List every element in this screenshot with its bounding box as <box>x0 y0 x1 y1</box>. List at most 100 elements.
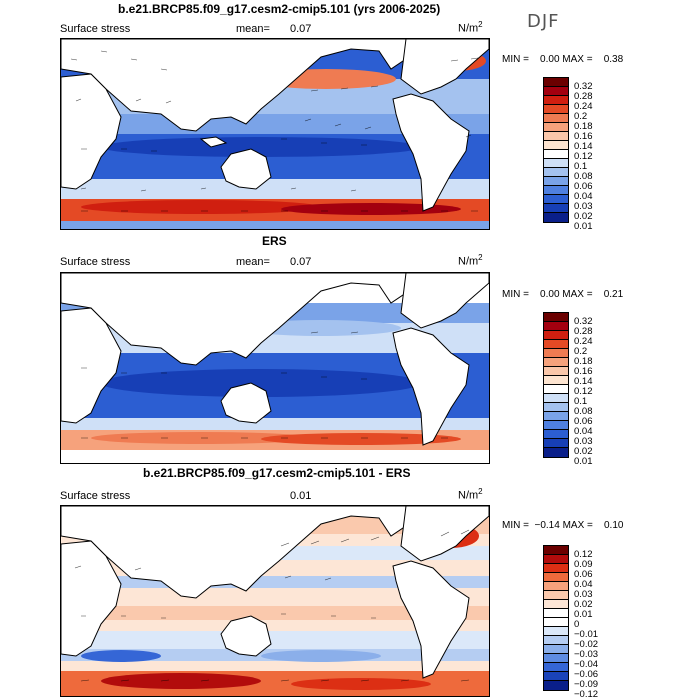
panel2-colorbar-swatch <box>544 403 568 412</box>
colorbar-tick: 0.01 <box>574 456 593 467</box>
panel2-colorbar-swatch <box>544 322 568 331</box>
colorbar-tick: 0.14 <box>574 376 593 387</box>
panel3-colorbar-swatch <box>544 681 568 690</box>
panel3-title: b.e21.BRCP85.f09_g17.cesm2-cmip5.101 - E… <box>143 466 411 480</box>
colorbar-tick: 0.02 <box>574 446 593 457</box>
panel2-title: ERS <box>262 234 287 248</box>
panel1-title: b.e21.BRCP85.f09_g17.cesm2-cmip5.101 (yr… <box>118 2 441 16</box>
panel1-map <box>60 38 490 230</box>
panel3-colorbar <box>543 545 569 691</box>
colorbar-tick: 0.24 <box>574 101 593 112</box>
colorbar-tick: 0.01 <box>574 221 593 232</box>
panel1-colorbar-swatch <box>544 195 568 204</box>
panel2-map <box>60 272 490 464</box>
panel1-colorbar-swatch <box>544 204 568 213</box>
panel1-colorbar-swatch <box>544 87 568 96</box>
colorbar-tick: 0.12 <box>574 151 593 162</box>
colorbar-tick: −0.09 <box>574 679 599 690</box>
panel2-units: N/m2 <box>458 253 483 268</box>
colorbar-tick: 0.12 <box>574 386 593 397</box>
colorbar-tick: 0.12 <box>574 549 593 560</box>
panel3-colorbar-swatch <box>544 663 568 672</box>
panel3-colorbar-swatch <box>544 627 568 636</box>
panel2-colorbar-swatch <box>544 412 568 421</box>
colorbar-tick: 0.24 <box>574 336 593 347</box>
panel1-variable-label: Surface stress <box>60 23 131 35</box>
season-label: DJF <box>527 11 560 32</box>
panel3-minmax: MIN = −0.14 MAX = 0.10 <box>502 520 624 531</box>
panel3-colorbar-swatch <box>544 600 568 609</box>
panel2-colorbar-swatch <box>544 358 568 367</box>
panel2-colorbar-swatch <box>544 349 568 358</box>
panel3-colorbar-swatch <box>544 672 568 681</box>
colorbar-tick: 0.04 <box>574 191 593 202</box>
panel3-colorbar-swatch <box>544 555 568 564</box>
panel1-colorbar-swatch <box>544 213 568 222</box>
panel3-colorbar-swatch <box>544 573 568 582</box>
colorbar-tick: −0.06 <box>574 669 599 680</box>
colorbar-tick: −0.12 <box>574 689 599 700</box>
panel1-colorbar-swatch <box>544 186 568 195</box>
panel1-colorbar-swatch <box>544 114 568 123</box>
panel1-colorbar-swatch <box>544 96 568 105</box>
panel3-colorbar-swatch <box>544 645 568 654</box>
panel1-colorbar-swatch <box>544 168 568 177</box>
colorbar-tick: 0.28 <box>574 326 593 337</box>
colorbar-tick: 0.1 <box>574 161 588 172</box>
panel3-colorbar-swatch <box>544 654 568 663</box>
colorbar-tick: 0.32 <box>574 316 593 327</box>
panel2-colorbar-swatch <box>544 385 568 394</box>
panel1-units: N/m2 <box>458 20 483 35</box>
panel1-colorbar-swatch <box>544 132 568 141</box>
panel2-colorbar-swatch <box>544 367 568 376</box>
panel1-colorbar-swatch <box>544 123 568 132</box>
colorbar-tick: 0.03 <box>574 589 593 600</box>
panel2-colorbar-swatch <box>544 421 568 430</box>
panel1-colorbar-swatch <box>544 105 568 114</box>
panel1-mean-label: mean= <box>236 23 270 35</box>
panel1-minmax: MIN = 0.00 MAX = 0.38 <box>502 54 624 65</box>
colorbar-tick: 0.28 <box>574 91 593 102</box>
panel3-colorbar-swatch <box>544 609 568 618</box>
panel3-mean-value: 0.01 <box>290 490 312 502</box>
colorbar-tick: 0.2 <box>574 111 588 122</box>
colorbar-tick: 0.16 <box>574 131 593 142</box>
panel2-colorbar-swatch <box>544 340 568 349</box>
colorbar-tick: −0.03 <box>574 649 599 660</box>
panel1-colorbar-swatch <box>544 78 568 87</box>
colorbar-tick: −0.01 <box>574 629 599 640</box>
colorbar-tick: 0.03 <box>574 201 593 212</box>
panel2-mean-value: 0.07 <box>290 256 312 268</box>
panel3-variable-label: Surface stress <box>60 490 131 502</box>
colorbar-tick: 0.06 <box>574 181 593 192</box>
colorbar-tick: 0.2 <box>574 346 588 357</box>
panel3-colorbar-swatch <box>544 564 568 573</box>
panel3-units: N/m2 <box>458 487 483 502</box>
panel2-colorbar-swatch <box>544 448 568 457</box>
colorbar-tick: 0.1 <box>574 396 588 407</box>
colorbar-tick: 0.03 <box>574 436 593 447</box>
panel3-colorbar-swatch <box>544 636 568 645</box>
colorbar-tick: 0.14 <box>574 141 593 152</box>
panel3-colorbar-swatch <box>544 591 568 600</box>
panel2-mean-label: mean= <box>236 256 270 268</box>
colorbar-tick: 0.08 <box>574 406 593 417</box>
panel3-colorbar-swatch <box>544 618 568 627</box>
panel2-colorbar-swatch <box>544 430 568 439</box>
colorbar-tick: 0.18 <box>574 356 593 367</box>
colorbar-tick: 0.06 <box>574 416 593 427</box>
panel1-colorbar-swatch <box>544 150 568 159</box>
colorbar-tick: −0.04 <box>574 659 599 670</box>
panel1-colorbar-swatch <box>544 159 568 168</box>
colorbar-tick: 0.01 <box>574 609 593 620</box>
colorbar-tick: 0.08 <box>574 171 593 182</box>
panel3-map <box>60 505 490 697</box>
colorbar-tick: 0.32 <box>574 81 593 92</box>
panel3-colorbar-swatch <box>544 546 568 555</box>
colorbar-tick: 0.04 <box>574 579 593 590</box>
panel2-colorbar-swatch <box>544 313 568 322</box>
panel1-mean-value: 0.07 <box>290 23 312 35</box>
panel2-colorbar <box>543 312 569 458</box>
panel2-colorbar-swatch <box>544 376 568 385</box>
panel2-colorbar-swatch <box>544 331 568 340</box>
